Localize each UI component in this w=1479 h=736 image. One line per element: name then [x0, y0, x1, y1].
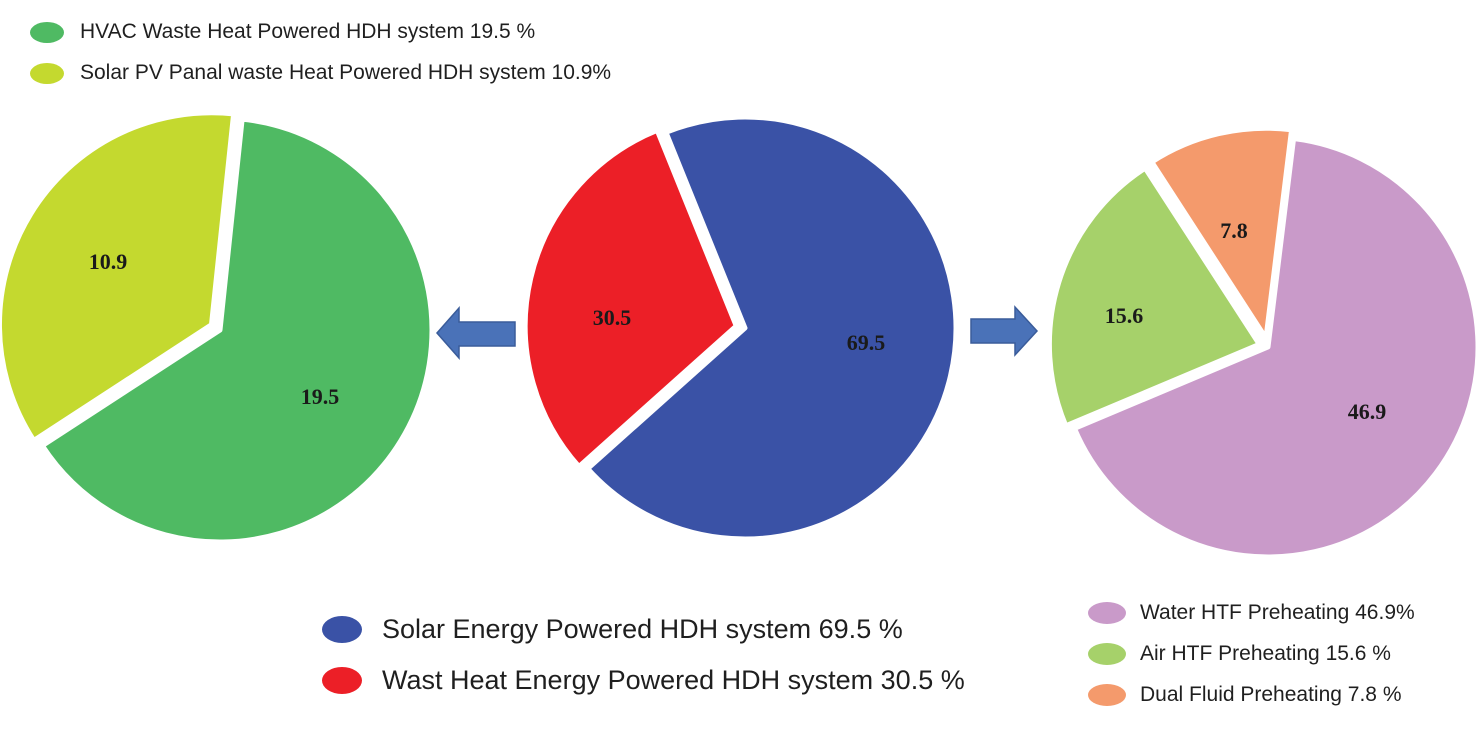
slice-waste-heat-energy: [522, 127, 739, 470]
legend-swatch-dual-fluid: [1088, 684, 1126, 706]
legend-swatch-water-htf: [1088, 602, 1126, 624]
legend-item-solar-energy: Solar Energy Powered HDH system 69.5 %: [322, 614, 903, 645]
legend-item-dual-fluid: Dual Fluid Preheating 7.8 %: [1088, 683, 1402, 707]
legend-item-solar-pv: Solar PV Panal waste Heat Powered HDH sy…: [30, 61, 611, 85]
value-label-solar-pv: 10.9: [89, 249, 128, 274]
legend-swatch-waste-heat-energy: [322, 667, 362, 694]
legend-label-solar-pv: Solar PV Panal waste Heat Powered HDH sy…: [80, 61, 612, 84]
slice-solar-energy: [585, 114, 959, 542]
pie-chart-2: 69.5 30.5: [522, 114, 959, 542]
legend-label-air-htf: Air HTF Preheating 15.6 %: [1140, 642, 1391, 665]
legend-item-waste-heat-energy: Wast Heat Energy Powered HDH system 30.5…: [322, 665, 965, 696]
legend-label-dual-fluid: Dual Fluid Preheating 7.8 %: [1140, 683, 1402, 706]
legend-label-water-htf: Water HTF Preheating 46.9%: [1140, 601, 1415, 624]
value-label-hvac: 19.5: [301, 384, 340, 409]
value-label-air-htf: 15.6: [1105, 303, 1144, 328]
legend-swatch-hvac: [30, 21, 64, 43]
legend-swatch-solar-energy: [322, 616, 362, 643]
legend-item-water-htf: Water HTF Preheating 46.9%: [1088, 601, 1415, 625]
right-arrow-icon: [970, 305, 1039, 357]
legend-label-waste-heat-energy: Wast Heat Energy Powered HDH system 30.5…: [382, 665, 965, 695]
value-label-dual-fluid: 7.8: [1220, 218, 1248, 243]
pie-chart-3: 46.9 15.6 7.8: [1046, 125, 1479, 560]
slice-dual-fluid: [1149, 125, 1295, 341]
legend-label-solar-energy: Solar Energy Powered HDH system 69.5 %: [382, 614, 903, 644]
slice-hvac: [39, 116, 435, 545]
legend-item-hvac: HVAC Waste Heat Powered HDH system 19.5 …: [30, 20, 535, 44]
value-label-waste-heat-energy: 30.5: [593, 305, 632, 330]
legend-label-hvac: HVAC Waste Heat Powered HDH system 19.5 …: [80, 20, 536, 43]
slice-air-htf: [1046, 165, 1262, 429]
left-arrow-icon: [436, 306, 516, 360]
value-label-water-htf: 46.9: [1348, 399, 1387, 424]
value-label-solar-energy: 69.5: [847, 330, 886, 355]
legend-swatch-solar-pv: [30, 62, 64, 84]
legend-item-air-htf: Air HTF Preheating 15.6 %: [1088, 642, 1391, 666]
slice-water-htf: [1071, 136, 1479, 560]
pie-chart-1: 19.5 10.9: [0, 110, 435, 545]
slice-solar-pv: [0, 110, 237, 443]
legend-swatch-air-htf: [1088, 643, 1126, 665]
